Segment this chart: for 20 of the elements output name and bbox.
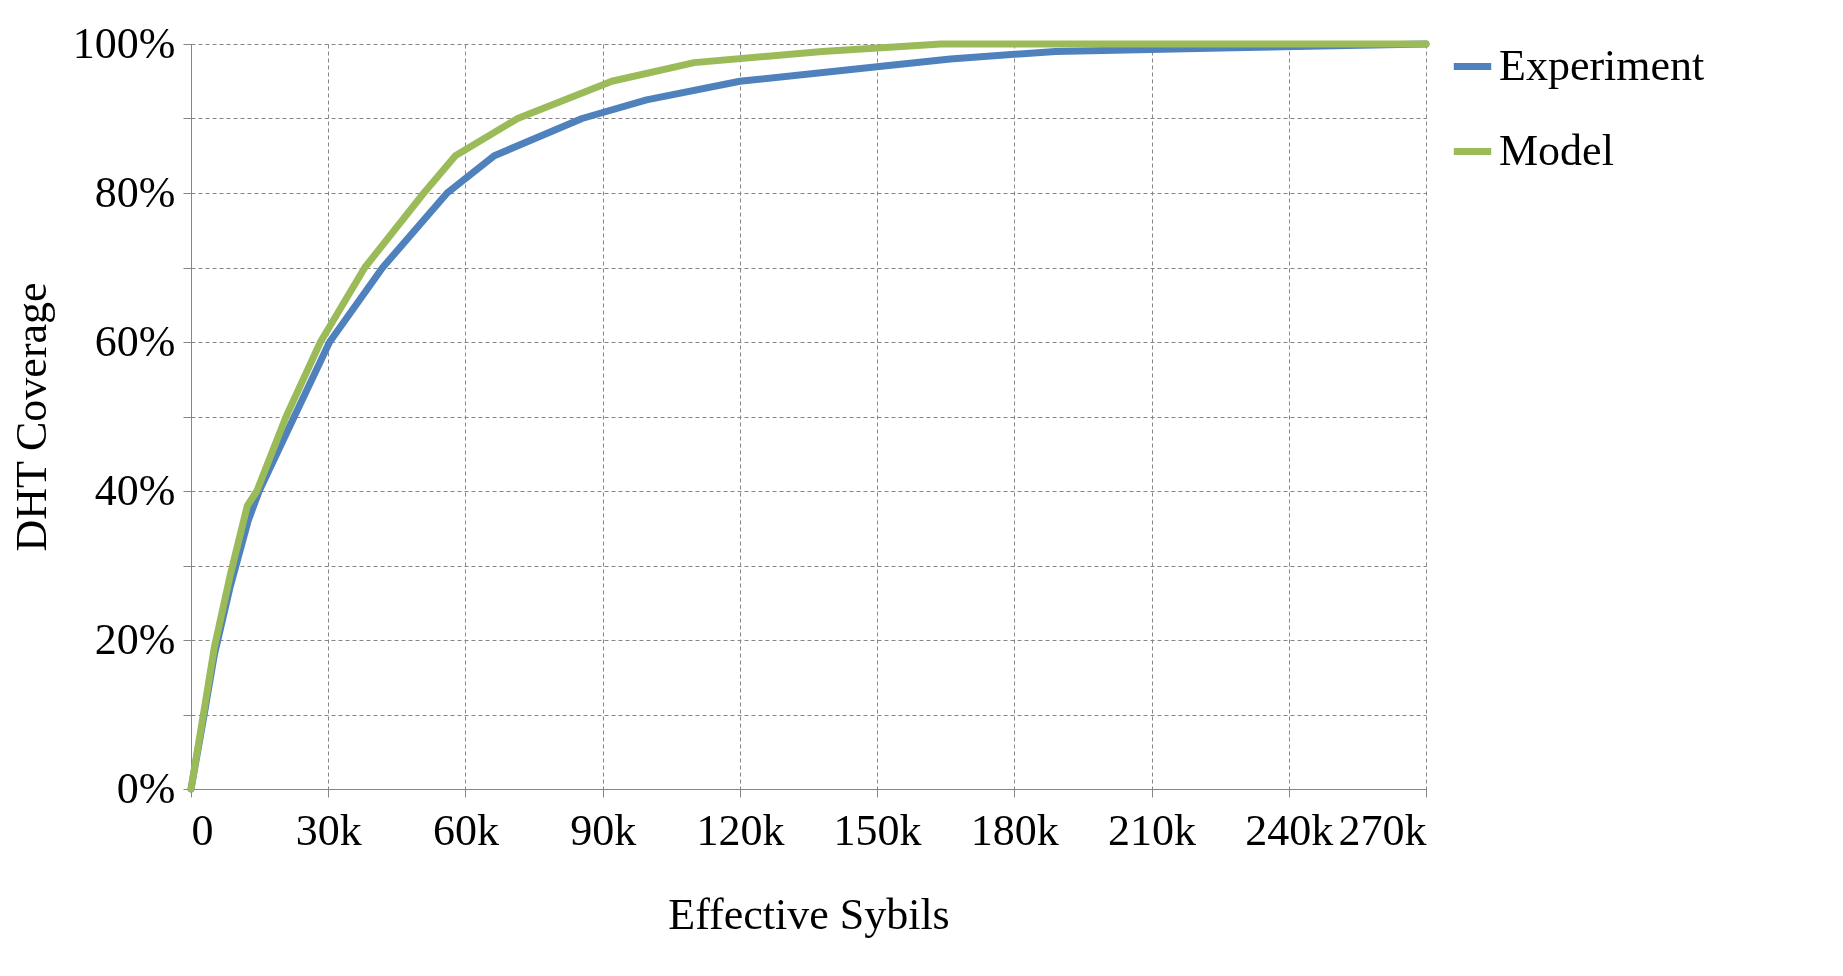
x-tick-label: 270k: [1338, 805, 1427, 855]
x-tick-label: 120k: [696, 805, 785, 855]
legend-label: Experiment: [1499, 40, 1705, 90]
x-tick-label: 240k: [1245, 805, 1334, 855]
x-tick-label: 60k: [432, 805, 499, 855]
x-tick-label: 210k: [1108, 805, 1197, 855]
y-tick-label: 40%: [94, 465, 176, 515]
x-tick-label: 30k: [295, 805, 362, 855]
x-tick-label: 0: [191, 805, 214, 855]
y-tick-label: 100%: [72, 18, 176, 68]
x-tick-label: 150k: [833, 805, 922, 855]
x-tick-label: 180k: [970, 805, 1059, 855]
x-tick-label: 90k: [570, 805, 637, 855]
legend-label: Model: [1499, 125, 1614, 175]
y-tick-label: 60%: [94, 316, 176, 366]
y-axis-title: DHT Coverage: [6, 282, 56, 552]
y-tick-label: 80%: [94, 167, 176, 217]
x-axis-title: Effective Sybils: [668, 889, 950, 939]
y-tick-label: 20%: [94, 614, 176, 664]
y-tick-label: 0%: [116, 763, 176, 813]
